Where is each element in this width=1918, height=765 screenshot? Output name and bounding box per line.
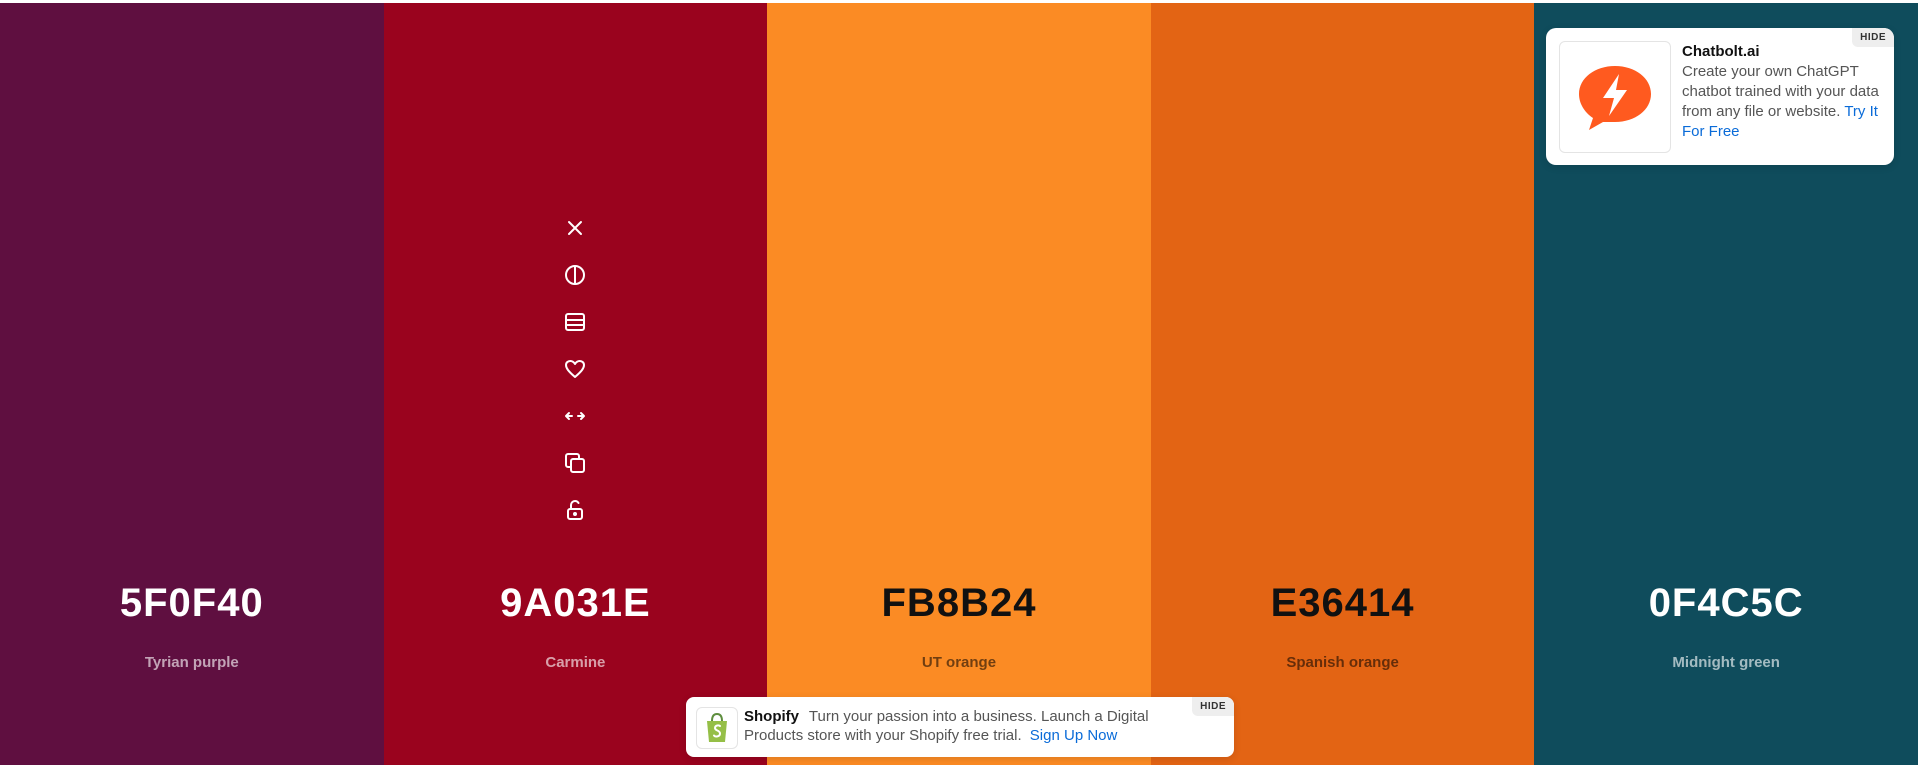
swatch-carmine[interactable]: 9A031E Carmine [383,3,768,765]
unlock-icon[interactable] [560,495,590,525]
chatbolt-ad-text: Chatbolt.ai Create your own ChatGPT chat… [1682,42,1882,142]
contrast-icon[interactable] [560,260,590,290]
color-name[interactable]: Spanish orange [1286,654,1399,671]
swatch-toolbar [384,213,768,542]
color-hex[interactable]: E36414 [1270,581,1415,625]
shopify-ad-text: Shopify Turn your passion into a busines… [744,707,1184,745]
shades-icon[interactable] [560,307,590,337]
shopify-bag-icon [707,712,727,742]
shopify-ad[interactable]: Shopify Turn your passion into a busines… [686,697,1234,757]
ad-body: Create your own ChatGPT chatbot trained … [1682,63,1879,120]
ad-body: Turn your passion into a business. Launc… [744,708,1149,744]
ad-cta-link[interactable]: Try It For Free [1682,103,1878,140]
chatbolt-logo[interactable] [1559,41,1671,153]
color-name[interactable]: Carmine [545,654,606,671]
color-hex[interactable]: 9A031E [500,581,651,625]
chatbolt-ad[interactable]: Chatbolt.ai Create your own ChatGPT chat… [1546,28,1894,165]
color-hex[interactable]: FB8B24 [881,581,1037,625]
color-hex[interactable]: 0F4C5C [1648,581,1804,625]
ad-cta-link[interactable]: Sign Up Now [1029,727,1118,744]
swatch-spanish-orange[interactable]: E36414 Spanish orange [1150,3,1535,765]
hide-ad-button[interactable]: HIDE [1192,697,1234,716]
color-hex[interactable]: 5F0F40 [119,581,264,625]
color-name[interactable]: UT orange [921,654,997,671]
heart-icon[interactable] [560,354,590,384]
shopify-logo[interactable] [696,707,738,749]
swatch-ut-orange[interactable]: FB8B24 UT orange [767,3,1151,765]
ad-title[interactable]: Chatbolt.ai [1682,43,1760,60]
chatbolt-logo-icon [1579,66,1651,130]
color-name[interactable]: Midnight green [1672,654,1780,671]
ad-title[interactable]: Shopify [744,708,799,725]
copy-icon[interactable] [560,448,590,478]
swatch-tyrian-purple[interactable]: 5F0F40 Tyrian purple [0,3,384,765]
hide-ad-button[interactable]: HIDE [1852,28,1894,47]
color-name[interactable]: Tyrian purple [144,654,239,671]
close-icon[interactable] [560,213,590,243]
drag-icon[interactable] [560,401,590,431]
